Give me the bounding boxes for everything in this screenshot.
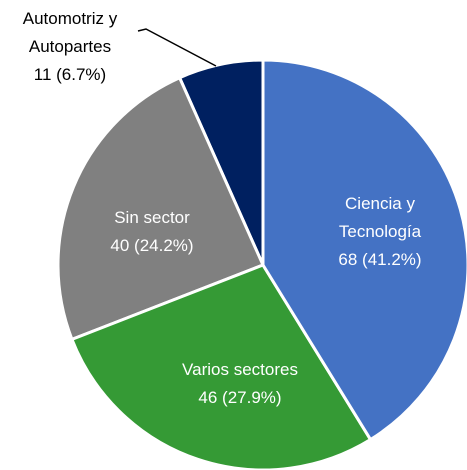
slice-label: Ciencia y Tecnología 68 (41.2%) — [305, 190, 455, 274]
category-label: Automotriz y Autopartes — [22, 9, 118, 56]
slice-label: Automotriz y Autopartes 11 (6.7%) — [0, 5, 140, 89]
pie-slice — [70, 263, 373, 470]
pie-slice — [261, 58, 467, 442]
value-label: 46 (27.9%) — [198, 388, 282, 407]
value-label: 11 (6.7%) — [33, 65, 107, 84]
slice-label: Sin sector 40 (24.2%) — [82, 204, 222, 260]
leader-line — [137, 28, 217, 67]
value-label: 40 (24.2%) — [110, 236, 194, 255]
value-label: 68 (41.2%) — [338, 250, 422, 269]
slice-label: Varios sectores 46 (27.9%) — [150, 356, 330, 412]
category-label: Varios sectores — [182, 360, 298, 379]
pie-slice — [56, 75, 266, 342]
category-label: Sin sector — [114, 208, 190, 227]
category-label: Ciencia y Tecnología — [338, 194, 422, 241]
